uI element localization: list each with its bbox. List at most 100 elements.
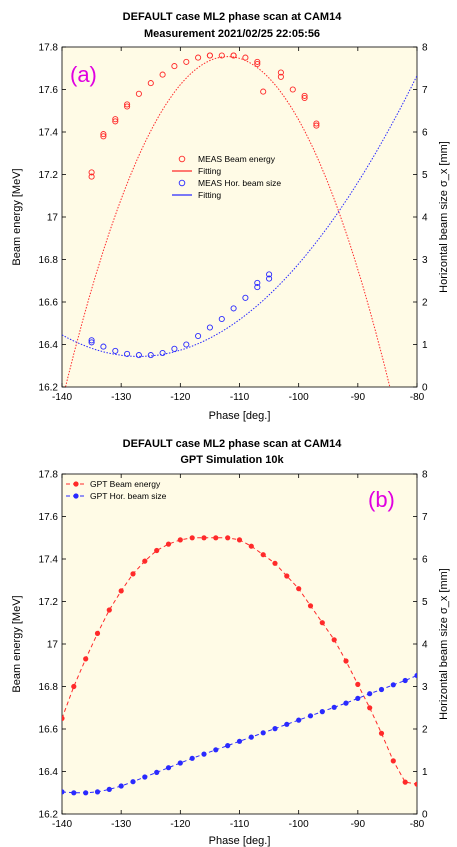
panel-b-series-1-point xyxy=(260,730,266,736)
panel-b-series-0-point xyxy=(319,620,325,626)
panel-a-title: DEFAULT case ML2 phase scan at CAM14 xyxy=(123,11,343,23)
panel-a-series-0-point xyxy=(206,52,213,59)
panel-b-y-tick-label: 17.8 xyxy=(39,470,59,481)
panel-a-y-tick-label: 17.6 xyxy=(39,85,59,96)
panel-b: DEFAULT case ML2 phase scan at CAM14 GPT… xyxy=(11,438,450,847)
panel-b-series-0-point xyxy=(402,779,408,785)
panel-a-x-tick-label: -110 xyxy=(230,392,250,403)
panel-b-x-tick-label: -110 xyxy=(230,819,250,830)
panel-a-series-2-point xyxy=(88,337,95,344)
panel-a-series-2-point xyxy=(100,343,107,350)
panel-a-y-axis-label: Beam energy [MeV] xyxy=(11,168,23,265)
panel-b-y-right-tick-label: 4 xyxy=(422,640,428,651)
panel-b-y-right-tick-label: 3 xyxy=(422,682,428,693)
panel-a-y-tick-label: 17.2 xyxy=(39,170,59,181)
panel-a-series-2-point xyxy=(242,294,249,301)
panel-b-series-0-point xyxy=(130,571,136,577)
panel-b-series-0-point xyxy=(201,535,207,541)
panel-b-series-1-point xyxy=(355,695,361,702)
panel-a-y-right-tick-label: 8 xyxy=(422,43,428,54)
panel-a-series-0-point xyxy=(88,173,95,180)
panel-a-y-tick-label: 16.6 xyxy=(39,298,59,309)
panel-b-y-right-tick-label: 8 xyxy=(422,470,428,481)
panel-a-legend-item-4: Fitting xyxy=(172,190,221,200)
panel-b-series-1-point xyxy=(83,790,89,796)
panel-b-series-1-point xyxy=(307,713,314,719)
panel-b-series-0-point xyxy=(248,543,254,549)
panel-b-legend-item-1: GPT Beam energy xyxy=(66,479,161,489)
panel-b-series-0-point xyxy=(260,552,266,558)
panel-b-y-tick-label: 16.8 xyxy=(39,682,59,693)
panel-b-series-0-point xyxy=(225,535,231,541)
panel-a-series-2-point xyxy=(206,324,213,331)
panel-b-y-right-tick-label: 7 xyxy=(422,512,428,523)
panel-b-series-1-point xyxy=(62,789,65,795)
panel-b-series-1-point xyxy=(71,790,77,796)
panel-b-series-0-point xyxy=(296,586,302,592)
panel-a-x-tick-label: -130 xyxy=(111,392,131,403)
panel-b-series-1-point xyxy=(236,738,243,744)
panel-b-series-0-point xyxy=(213,535,219,541)
panel-b-series-1-point xyxy=(402,677,408,684)
panel-a-y-tick-label: 17 xyxy=(47,213,59,224)
panel-b-x-tick-label: -80 xyxy=(410,819,425,830)
panel-b-series-1-point xyxy=(331,704,337,710)
panel-b-series-1-point xyxy=(296,717,302,723)
panel-a-series-2-point xyxy=(254,279,261,286)
panel-b-y-right-tick-label: 1 xyxy=(422,767,428,778)
panel-a-y-tick-label: 17.4 xyxy=(39,128,59,139)
panel-a-legend-swatch-1 xyxy=(178,155,186,163)
panel-b-y-tick-label: 17 xyxy=(47,640,59,651)
panel-a-y-right-tick-label: 1 xyxy=(422,340,428,351)
panel-a-series-2-point xyxy=(230,305,237,312)
panel-a-y-axis-right-label: Horizontal beam size σ_x [mm] xyxy=(438,141,450,293)
panel-b-series-0-point xyxy=(414,781,417,787)
panel-a-legend: MEAS Beam energy Fitting MEAS Hor. beam … xyxy=(172,154,281,200)
panel-a-y-right-tick-label: 0 xyxy=(422,383,428,394)
panel-a-series-0-point xyxy=(100,133,107,140)
panel-b-label: (b) xyxy=(368,487,395,512)
panel-a-legend-item-3: MEAS Hor. beam size xyxy=(178,178,281,188)
panel-b-series-1-point xyxy=(118,783,124,789)
panel-a-legend-swatch-3 xyxy=(178,179,186,187)
panel-b-series-1-point xyxy=(130,779,136,785)
panel-b-series-0-point xyxy=(165,541,172,547)
panel-b-series-0-point xyxy=(378,730,385,736)
panel-a-series-2-point xyxy=(195,332,202,340)
panel-b-y-right-tick-label: 6 xyxy=(422,555,428,566)
panel-b-series-0-point xyxy=(154,547,160,554)
panel-b-series-1-point xyxy=(165,765,172,771)
panel-b-series-1-point xyxy=(284,721,290,727)
panel-a-y-right-tick-label: 6 xyxy=(422,128,428,139)
panel-a-series-0-point xyxy=(100,131,107,138)
panel-a-series-0-point xyxy=(277,73,284,80)
panel-a-legend-label-4: Fitting xyxy=(198,190,221,200)
panel-a-series-0-point xyxy=(112,116,119,123)
panel-b-x-tick-label: -130 xyxy=(111,819,131,830)
panel-a-series-0-point xyxy=(135,90,142,97)
panel-a-series-0-point xyxy=(124,103,131,110)
panel-b-series-0-point xyxy=(272,560,278,566)
panel-b-series-1-point xyxy=(201,751,207,757)
panel-b-series-0-point xyxy=(390,758,396,764)
panel-b-series-1-point xyxy=(343,700,349,706)
panel-a-series-0-point xyxy=(254,60,261,68)
panel-a-series-0-point xyxy=(88,169,95,176)
panel-b-series-1-point xyxy=(272,726,278,732)
panel-b-y-tick-label: 17.6 xyxy=(39,512,59,523)
panel-a-series-0-point xyxy=(277,69,284,76)
panel-b-y-tick-label: 17.4 xyxy=(39,555,59,566)
panel-b-series-1-point xyxy=(189,755,195,761)
panel-b-series-1-point xyxy=(390,682,396,688)
panel-a-series-2-point xyxy=(218,315,225,323)
panel-a: DEFAULT case ML2 phase scan at CAM14 Mea… xyxy=(11,11,450,422)
panel-a-series-0-point xyxy=(313,120,320,127)
panel-a-series-0-point xyxy=(301,92,308,99)
panel-a-series-0-point xyxy=(124,101,131,108)
panel-a-series-1-fit-line xyxy=(65,56,391,387)
panel-a-series-3-fit-line xyxy=(62,75,417,357)
panel-b-x-tick-label: -100 xyxy=(289,819,309,830)
panel-b-y-axis-label: Beam energy [MeV] xyxy=(11,595,23,692)
panel-b-series-0-point xyxy=(118,588,124,594)
panel-a-legend-label-1: MEAS Beam energy xyxy=(198,154,276,164)
